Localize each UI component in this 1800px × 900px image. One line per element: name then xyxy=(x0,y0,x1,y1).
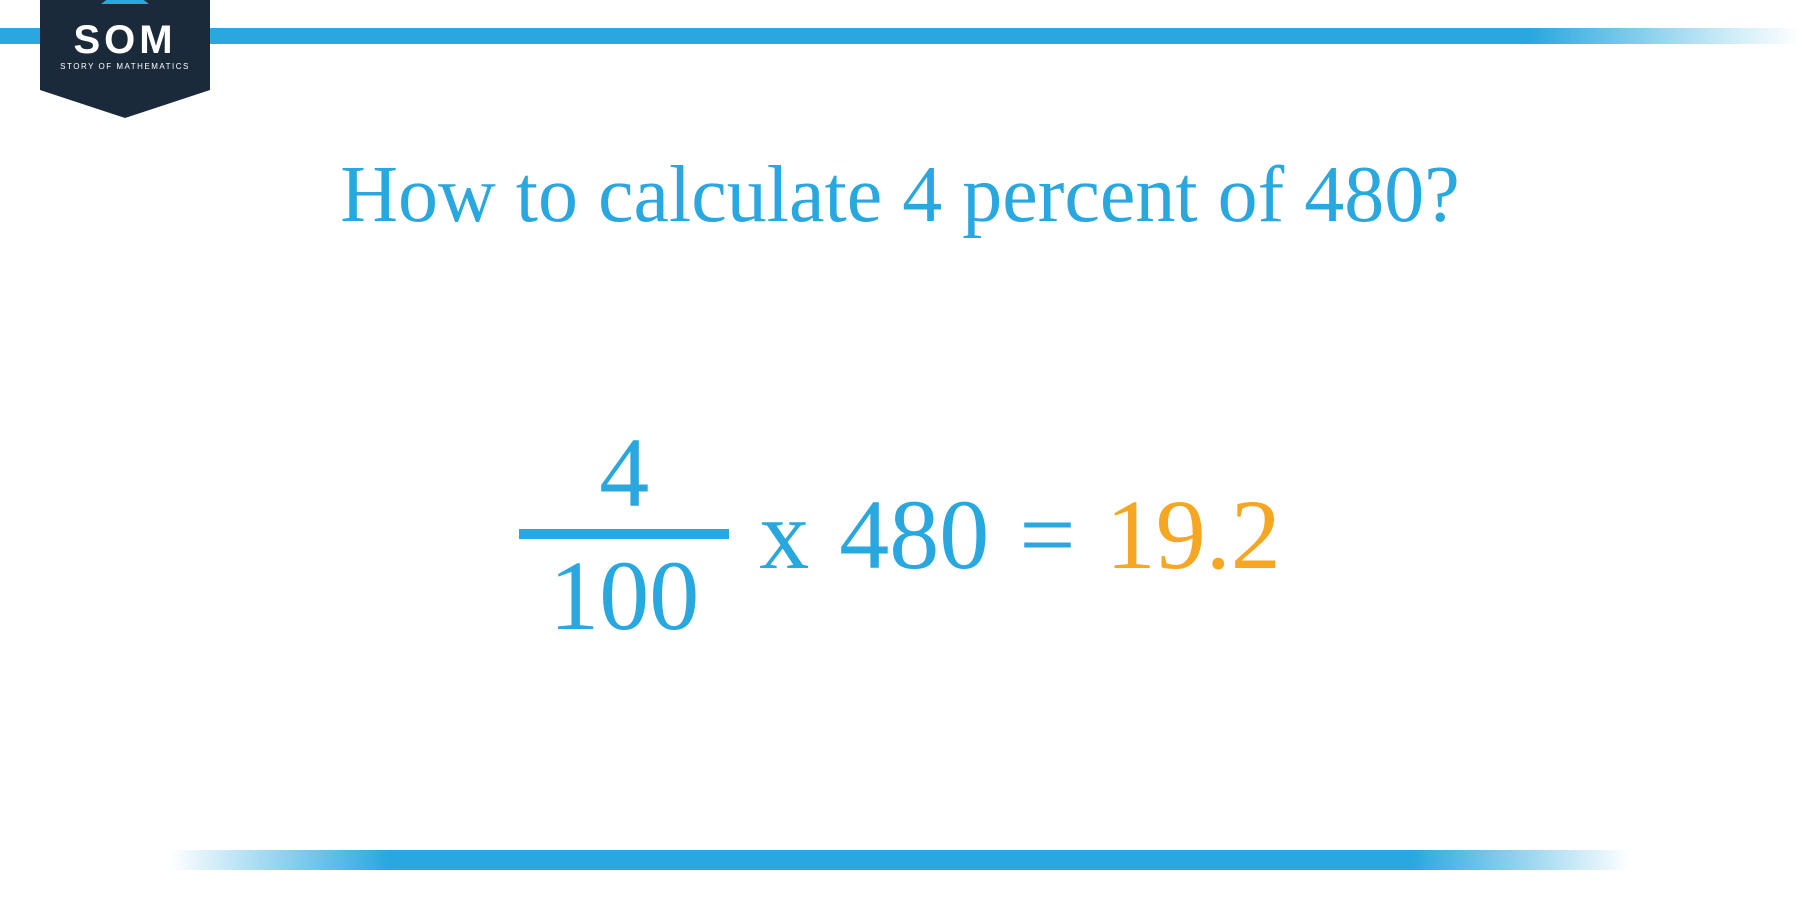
logo-badge: SOM STORY OF MATHEMATICS xyxy=(40,0,210,90)
equation-row: 4 100 x 480 = 19.2 xyxy=(0,420,1800,648)
logo-acronym: SOM xyxy=(40,18,210,63)
logo-subtitle: STORY OF MATHEMATICS xyxy=(40,62,210,71)
operator-times: x xyxy=(759,477,809,592)
bottom-accent-bar xyxy=(170,850,1630,870)
top-accent-bar xyxy=(0,28,1800,44)
fraction-bar xyxy=(519,529,729,539)
logo-shield: SOM STORY OF MATHEMATICS xyxy=(40,0,210,90)
page-title: How to calculate 4 percent of 480? xyxy=(0,150,1800,241)
fraction-denominator: 100 xyxy=(549,543,699,648)
multiplier-value: 480 xyxy=(839,477,989,592)
operator-equals: = xyxy=(1019,477,1075,592)
fraction-numerator: 4 xyxy=(599,420,649,525)
fraction: 4 100 xyxy=(519,420,729,648)
logo-mark-icon xyxy=(101,0,149,4)
result-value: 19.2 xyxy=(1106,477,1281,592)
